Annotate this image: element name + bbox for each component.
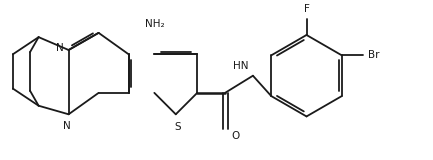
Text: HN: HN (233, 61, 249, 71)
Text: N: N (63, 121, 70, 131)
Text: NH₂: NH₂ (145, 19, 164, 28)
Text: N: N (56, 43, 64, 53)
Text: S: S (174, 122, 181, 132)
Text: Br: Br (368, 50, 379, 60)
Text: O: O (232, 132, 240, 141)
Text: F: F (304, 4, 310, 14)
